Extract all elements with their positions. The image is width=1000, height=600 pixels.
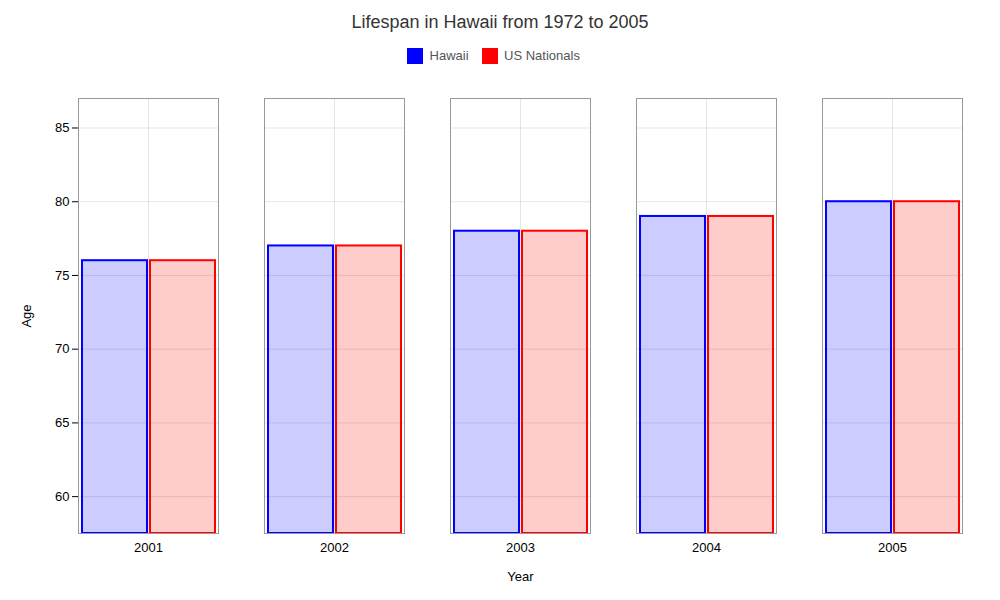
svg-text:2004: 2004	[692, 539, 721, 554]
html-text:Lifespan in Hawaii from 1972 t: Lifespan in Hawaii from 1972 to 2005	[351, 12, 649, 32]
svg-text:80: 80	[55, 193, 69, 208]
svg-text:2002: 2002	[320, 539, 349, 554]
svg-text:Year: Year	[507, 568, 534, 583]
svg-text:75: 75	[55, 267, 69, 282]
svg-text:2001: 2001	[134, 539, 163, 554]
html-text:Hawaii: Hawaii	[429, 48, 469, 63]
svg-text:Age: Age	[19, 304, 34, 327]
svg-text:2005: 2005	[878, 539, 907, 554]
html-text:US Nationals: US Nationals	[504, 48, 580, 63]
svg-text:85: 85	[55, 120, 69, 135]
svg-text:70: 70	[55, 341, 69, 356]
svg-text:2003: 2003	[506, 539, 535, 554]
svg-text:60: 60	[55, 488, 69, 503]
svg-text:65: 65	[55, 415, 69, 430]
